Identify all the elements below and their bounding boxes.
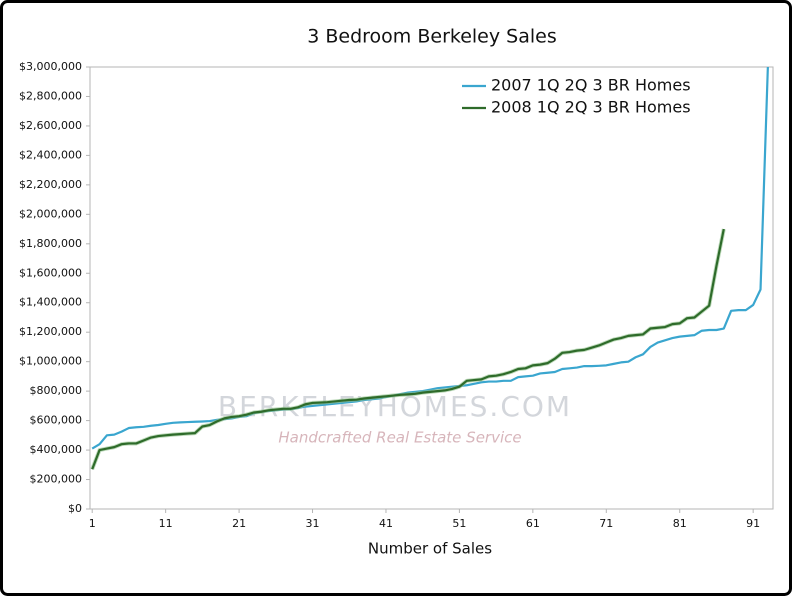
y-tick-label: $1,600,000 — [19, 266, 82, 279]
x-tick-label: 61 — [526, 517, 540, 530]
y-tick-label: $2,400,000 — [19, 148, 82, 161]
y-tick-label: $200,000 — [30, 473, 83, 486]
x-tick-label: 1 — [89, 517, 96, 530]
y-tick-label: $2,600,000 — [19, 119, 82, 132]
x-tick-label: 91 — [746, 517, 760, 530]
legend-label: 2008 1Q 2Q 3 BR Homes — [491, 98, 691, 117]
watermark-tagline: Handcrafted Real Estate Service — [278, 429, 521, 447]
y-tick-label: $2,200,000 — [19, 178, 82, 191]
y-tick-label: $800,000 — [30, 384, 83, 397]
x-tick-label: 31 — [306, 517, 320, 530]
y-tick-label: $2,000,000 — [19, 207, 82, 220]
chart-title: 3 Bedroom Berkeley Sales — [307, 26, 556, 48]
x-tick-label: 51 — [452, 517, 466, 530]
legend-label: 2007 1Q 2Q 3 BR Homes — [491, 76, 691, 95]
series-line — [91, 66, 769, 450]
plot-area — [89, 66, 774, 510]
y-tick-label: $1,800,000 — [19, 237, 82, 250]
x-tick-label: 41 — [379, 517, 393, 530]
x-tick-label: 21 — [232, 517, 246, 530]
x-tick-label: 81 — [673, 517, 687, 530]
x-axis-title: Number of Sales — [368, 540, 492, 558]
y-tick-label: $1,400,000 — [19, 296, 82, 309]
y-tick-label: $1,200,000 — [19, 325, 82, 338]
y-tick-label: $0 — [68, 502, 82, 515]
x-tick-label: 71 — [599, 517, 613, 530]
y-tick-label: $600,000 — [30, 414, 83, 427]
y-tick-label: $3,000,000 — [19, 60, 82, 73]
x-tick-label: 11 — [159, 517, 173, 530]
y-tick-label: $400,000 — [30, 443, 83, 456]
series-line — [91, 228, 725, 470]
y-tick-label: $1,000,000 — [19, 355, 82, 368]
y-tick-label: $2,800,000 — [19, 89, 82, 102]
